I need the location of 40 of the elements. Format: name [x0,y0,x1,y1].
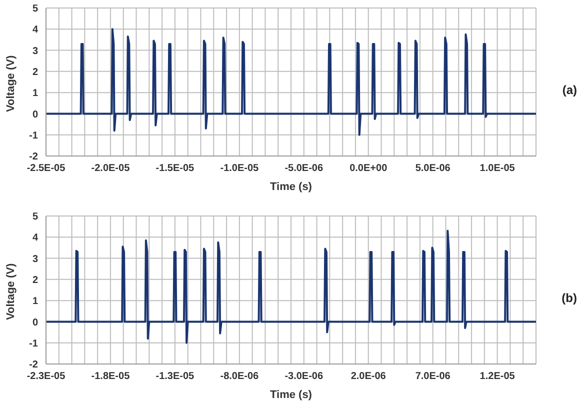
x-tick-label: 5.0E-06 [415,163,451,174]
x-tick-label: -8.0E-06 [220,371,260,382]
y-tick-label: 2 [32,66,38,78]
y-tick-label: 2 [32,274,38,286]
x-tick-label: 2.0E-06 [350,371,386,382]
y-tick-label: -2 [29,152,38,163]
y-tick-label: -1 [29,338,38,350]
y-tick-label: -2 [29,360,38,371]
x-tick-label: -1.5E-05 [156,163,195,174]
x-tick-label: -1.0E-05 [220,163,260,174]
y-tick-label: 1 [32,88,38,100]
x-tick-label: -2.0E-05 [91,163,130,174]
text: (b) [562,291,577,306]
y-tick-label: 3 [32,46,38,57]
x-tick-label: -1.8E-05 [91,371,130,382]
y-tick-label: 5 [32,212,38,223]
y-tick-label: 0 [32,317,38,328]
y-tick-label: 1 [32,296,38,308]
x-tick-label: -3.0E-06 [284,371,324,382]
line-series [46,230,536,344]
y-axis-title: Voltage (V) [4,55,17,112]
x-axis-title: Time (s) [270,389,312,401]
x-tick-label: 7.0E-06 [415,371,451,382]
y-tick-label: 3 [32,254,38,265]
y-axis-title: Voltage (V) [4,263,17,320]
y-tick-label: 4 [32,24,38,36]
x-tick-label: -2.5E-05 [26,163,66,174]
x-tick-label: -5.0E-06 [284,163,324,174]
y-tick-label: 5 [32,4,38,15]
x-tick-label: 1.2E-05 [480,371,516,382]
x-tick-label: 1.0E-05 [480,163,516,174]
x-axis-title: Time (s) [270,181,312,193]
x-tick-label: -2.3E-05 [26,371,66,382]
x-tick-label: -1.3E-05 [156,371,195,382]
text: (a) [562,83,577,98]
y-tick-label: -1 [29,130,38,142]
y-tick-label: 4 [32,232,38,244]
x-tick-label: 0.0E+00 [350,163,388,174]
line-series [46,28,536,136]
y-tick-label: 0 [32,109,38,120]
